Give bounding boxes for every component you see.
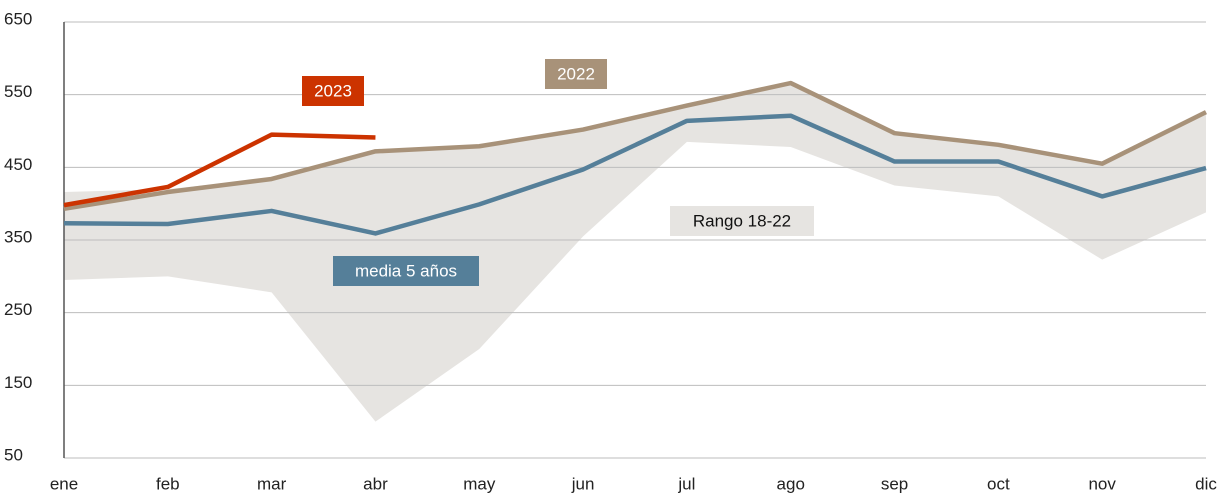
series-line [63, 80, 1208, 211]
legend-label: 2023 [314, 81, 352, 100]
y-tick-label: 250 [4, 300, 32, 319]
x-tick-label: nov [1088, 474, 1116, 493]
x-tick-label: oct [987, 474, 1010, 493]
x-tick-label: dic [1195, 474, 1217, 493]
range-band [64, 81, 1206, 422]
y-tick-label: 350 [4, 227, 32, 246]
y-tick-label: 150 [4, 373, 32, 392]
series-line [63, 132, 376, 208]
legend-label: media 5 años [355, 261, 457, 280]
y-tick-label: 550 [4, 82, 32, 101]
x-tick-label: ago [777, 474, 805, 493]
legend-label: 2022 [557, 64, 595, 83]
x-tick-label: abr [363, 474, 388, 493]
y-tick-label: 50 [4, 445, 23, 464]
x-tick-label: sep [881, 474, 908, 493]
legend-label: Rango 18-22 [693, 211, 791, 230]
x-tick-label: mar [257, 474, 287, 493]
legend-label-box [302, 76, 364, 106]
x-tick-label: feb [156, 474, 180, 493]
y-tick-label: 650 [4, 9, 32, 28]
x-tick-label: ene [50, 474, 78, 493]
series-line [63, 113, 1207, 236]
y-tick-label: 450 [4, 155, 32, 174]
x-tick-label: may [463, 474, 496, 493]
legend-label-box [333, 256, 479, 286]
x-tick-label: jun [571, 474, 595, 493]
x-tick-label: jul [677, 474, 695, 493]
legend-label-box [545, 59, 607, 89]
legend-label-box [670, 206, 814, 236]
